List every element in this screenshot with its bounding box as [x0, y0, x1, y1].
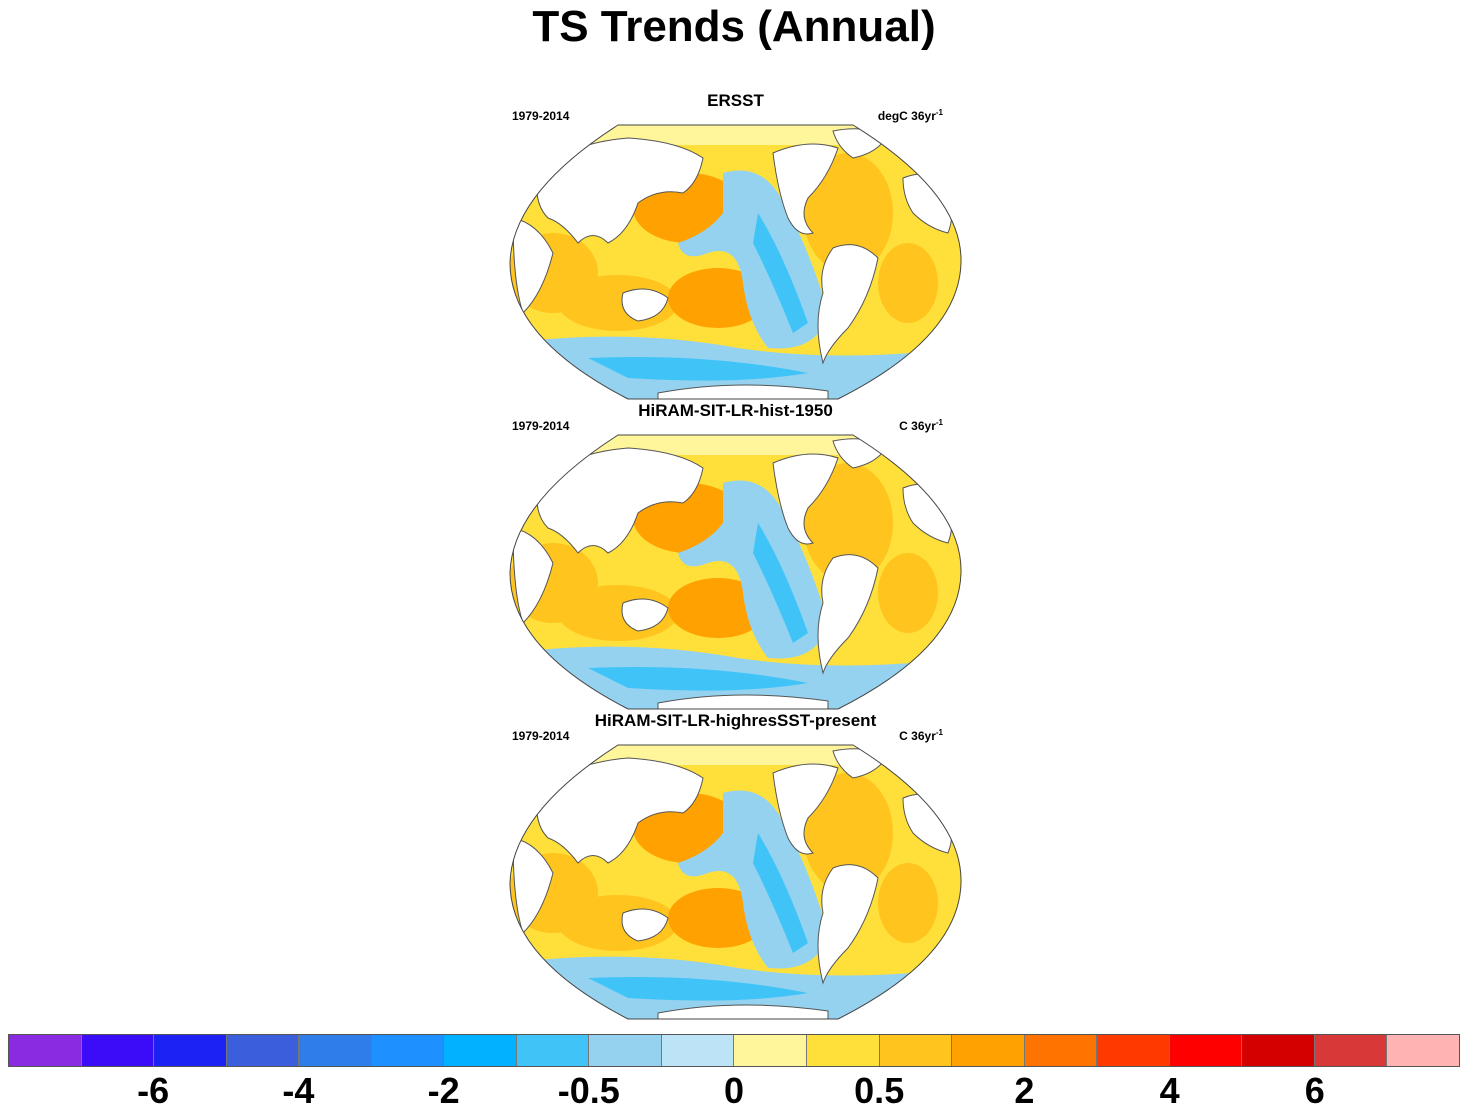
- colorbar-cell: [226, 1035, 300, 1066]
- colorbar-cell: [807, 1035, 880, 1066]
- colorbar-cell: [516, 1035, 590, 1066]
- colorbar-tick-label: -0.5: [557, 1070, 620, 1111]
- units-label: C 36yr-1: [899, 728, 943, 743]
- panel-title: HiRAM-SIT-LR-highresSST-present: [594, 711, 877, 730]
- units-label: C 36yr-1: [899, 418, 943, 433]
- colorbar-cell: [299, 1035, 372, 1066]
- colorbar-cell: [9, 1035, 82, 1066]
- colorbar: [8, 1034, 1460, 1067]
- colorbar-cell: [1242, 1035, 1315, 1066]
- units-label: degC 36yr-1: [877, 108, 943, 123]
- colorbar-tick-label: 0.5: [854, 1070, 905, 1111]
- colorbar-cell: [1314, 1035, 1388, 1066]
- panel-title: HiRAM-SIT-LR-hist-1950: [638, 401, 833, 420]
- colorbar-tick-label: -4: [282, 1070, 315, 1111]
- colorbar-cell: [952, 1035, 1025, 1066]
- colorbar-tick-label: -6: [137, 1070, 170, 1111]
- colorbar-tick-label: 2: [1014, 1070, 1035, 1111]
- trend-map: [508, 123, 963, 401]
- colorbar-tick-label: 0: [723, 1070, 745, 1111]
- colorbar-cell: [371, 1035, 445, 1066]
- trend-map: [508, 743, 963, 1021]
- period-label: 1979-2014: [512, 109, 570, 123]
- period-label: 1979-2014: [512, 729, 570, 743]
- panel-title: ERSST: [707, 91, 764, 110]
- colorbar-tick-label: -2: [427, 1070, 460, 1111]
- map-panel-highressst-present: HiRAM-SIT-LR-highresSST-present 1979-201…: [508, 711, 963, 1021]
- colorbar-tick-label: 6: [1304, 1070, 1325, 1111]
- colorbar-cell: [661, 1035, 735, 1066]
- colorbar-cell: [444, 1035, 517, 1066]
- colorbar-cell: [589, 1035, 662, 1066]
- trend-map: [508, 433, 963, 711]
- colorbar-cell: [1097, 1035, 1170, 1066]
- map-panel-hist-1950: HiRAM-SIT-LR-hist-1950 1979-2014 C 36yr-…: [508, 401, 963, 711]
- colorbar-cell: [1169, 1035, 1243, 1066]
- colorbar-cell: [734, 1035, 808, 1066]
- colorbar-cell: [1024, 1035, 1098, 1066]
- colorbar-cell: [154, 1035, 227, 1066]
- colorbar-tick-label: 4: [1159, 1070, 1180, 1111]
- colorbar-cell: [879, 1035, 953, 1066]
- colorbar-cell: [81, 1035, 155, 1066]
- period-label: 1979-2014: [512, 419, 570, 433]
- figure-title: TS Trends (Annual): [532, 2, 936, 51]
- colorbar-cell: [1387, 1035, 1459, 1066]
- map-panel-ersst: ERSST 1979-2014 degC 36yr-1: [508, 91, 963, 401]
